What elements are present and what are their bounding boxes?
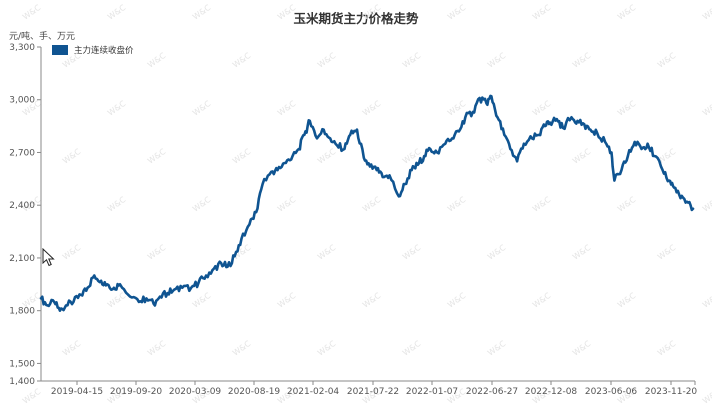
watermark-text: W&C — [191, 291, 213, 310]
watermark-text: W&C — [446, 291, 468, 310]
watermark-text: W&C — [361, 99, 383, 118]
watermark-text: W&C — [486, 51, 508, 70]
y-tick-label: 2,400 — [9, 201, 35, 211]
watermark-text: W&C — [106, 99, 128, 118]
watermark-text: W&C — [231, 51, 253, 70]
watermark-text: W&C — [531, 291, 553, 310]
watermark-text: W&C — [446, 195, 468, 214]
mouse-cursor-icon — [42, 248, 55, 267]
watermark-text: W&C — [316, 147, 338, 166]
chart-title: 玉米期货主力价格走势 — [293, 11, 419, 26]
watermark-text: W&C — [316, 51, 338, 70]
watermark-text: W&C — [531, 3, 553, 22]
watermark-text: W&C — [616, 99, 638, 118]
watermark-text: W&C — [701, 3, 712, 22]
watermark-text: W&C — [571, 243, 593, 262]
watermark-text: W&C — [191, 99, 213, 118]
watermark-text: W&C — [61, 339, 83, 358]
watermark-text: W&C — [656, 51, 678, 70]
legend-swatch-icon — [52, 45, 68, 55]
watermark-text: W&C — [401, 243, 423, 262]
watermark-text: W&C — [616, 291, 638, 310]
series-line-main-continuous-close[interactable] — [39, 94, 695, 312]
watermark-text: W&C — [276, 3, 298, 22]
x-tick-label: 2023-06-06 — [585, 387, 638, 397]
watermark-text: W&C — [361, 291, 383, 310]
watermark-text: W&C — [276, 291, 298, 310]
x-tick-label: 2020-08-19 — [228, 387, 281, 397]
y-axis-unit-label: 元/吨、手、万元 — [9, 32, 76, 42]
watermark-text: W&C — [401, 51, 423, 70]
watermark-text: W&C — [61, 147, 83, 166]
y-axis: 1,400 1,500 1,800 2,100 2,400 2,700 3,000 3,300 — [9, 43, 42, 387]
watermark-text: W&C — [571, 147, 593, 166]
watermark-text: W&C — [191, 3, 213, 22]
watermark-text: W&C — [616, 195, 638, 214]
x-tick-label: 2022-01-07 — [406, 387, 458, 397]
watermark-text: W&C — [106, 3, 128, 22]
watermark-text: W&C — [361, 3, 383, 22]
watermark-text: W&C — [191, 195, 213, 214]
watermark-text: W&C — [106, 195, 128, 214]
x-tick-label: 2019-04-15 — [51, 387, 103, 397]
watermark-text: W&C — [616, 3, 638, 22]
watermark-text: W&C — [486, 339, 508, 358]
y-tick-label: 3,000 — [9, 96, 35, 106]
watermark-text: W&C — [401, 339, 423, 358]
watermark-text: W&C — [361, 195, 383, 214]
watermark-text: W&C — [701, 291, 712, 310]
watermark-text: W&C — [486, 147, 508, 166]
y-tick-label: 1,400 — [9, 377, 35, 387]
y-tick-label: 1,800 — [9, 307, 35, 317]
watermark-text: W&C — [276, 99, 298, 118]
legend-item[interactable]: 主力连续收盘价 — [52, 44, 134, 56]
watermark-text: W&C — [531, 99, 553, 118]
watermark-layer: W&C W&C W&C W&C W&C W&C W&C W&C W&C W&C W&C W&C W&C W… — [21, 3, 712, 406]
watermark-text: W&C — [571, 51, 593, 70]
watermark-text: W&C — [231, 339, 253, 358]
watermark-text: W&C — [701, 387, 712, 406]
watermark-text: W&C — [146, 243, 168, 262]
watermark-text: W&C — [106, 291, 128, 310]
x-tick-label: 2022-12-08 — [525, 387, 578, 397]
y-tick-label: 2,100 — [9, 254, 35, 264]
watermark-text: W&C — [231, 243, 253, 262]
watermark-text: W&C — [276, 195, 298, 214]
watermark-text: W&C — [571, 339, 593, 358]
watermark-text: W&C — [231, 147, 253, 166]
watermark-text: W&C — [61, 243, 83, 262]
x-tick-label: 2020-03-09 — [169, 387, 222, 397]
y-tick-label: 3,300 — [9, 43, 35, 53]
watermark-text: W&C — [61, 51, 83, 70]
x-tick-label: 2021-07-22 — [347, 387, 399, 397]
x-axis: 2019-04-15 2019-09-20 2020-03-09 2020-08-19… — [41, 380, 698, 397]
watermark-text: W&C — [446, 99, 468, 118]
watermark-text: W&C — [146, 147, 168, 166]
watermark-text: W&C — [21, 3, 43, 22]
x-tick-label: 2022-06-27 — [466, 387, 518, 397]
watermark-text: W&C — [531, 195, 553, 214]
legend-label: 主力连续收盘价 — [74, 46, 134, 56]
x-tick-label: 2021-02-04 — [287, 387, 340, 397]
watermark-text: W&C — [486, 243, 508, 262]
watermark-text: W&C — [316, 339, 338, 358]
watermark-text: W&C — [701, 99, 712, 118]
watermark-text: W&C — [316, 243, 338, 262]
x-tick-label: 2023-11-20 — [645, 387, 698, 397]
watermark-text: W&C — [656, 339, 678, 358]
watermark-text: W&C — [146, 339, 168, 358]
watermark-text: W&C — [701, 195, 712, 214]
y-tick-label: 1,500 — [9, 359, 35, 369]
watermark-text: W&C — [656, 243, 678, 262]
x-tick-label: 2019-09-20 — [110, 387, 163, 397]
watermark-text: W&C — [146, 51, 168, 70]
watermark-text: W&C — [21, 387, 43, 406]
y-tick-label: 2,700 — [9, 148, 35, 158]
watermark-text: W&C — [446, 3, 468, 22]
